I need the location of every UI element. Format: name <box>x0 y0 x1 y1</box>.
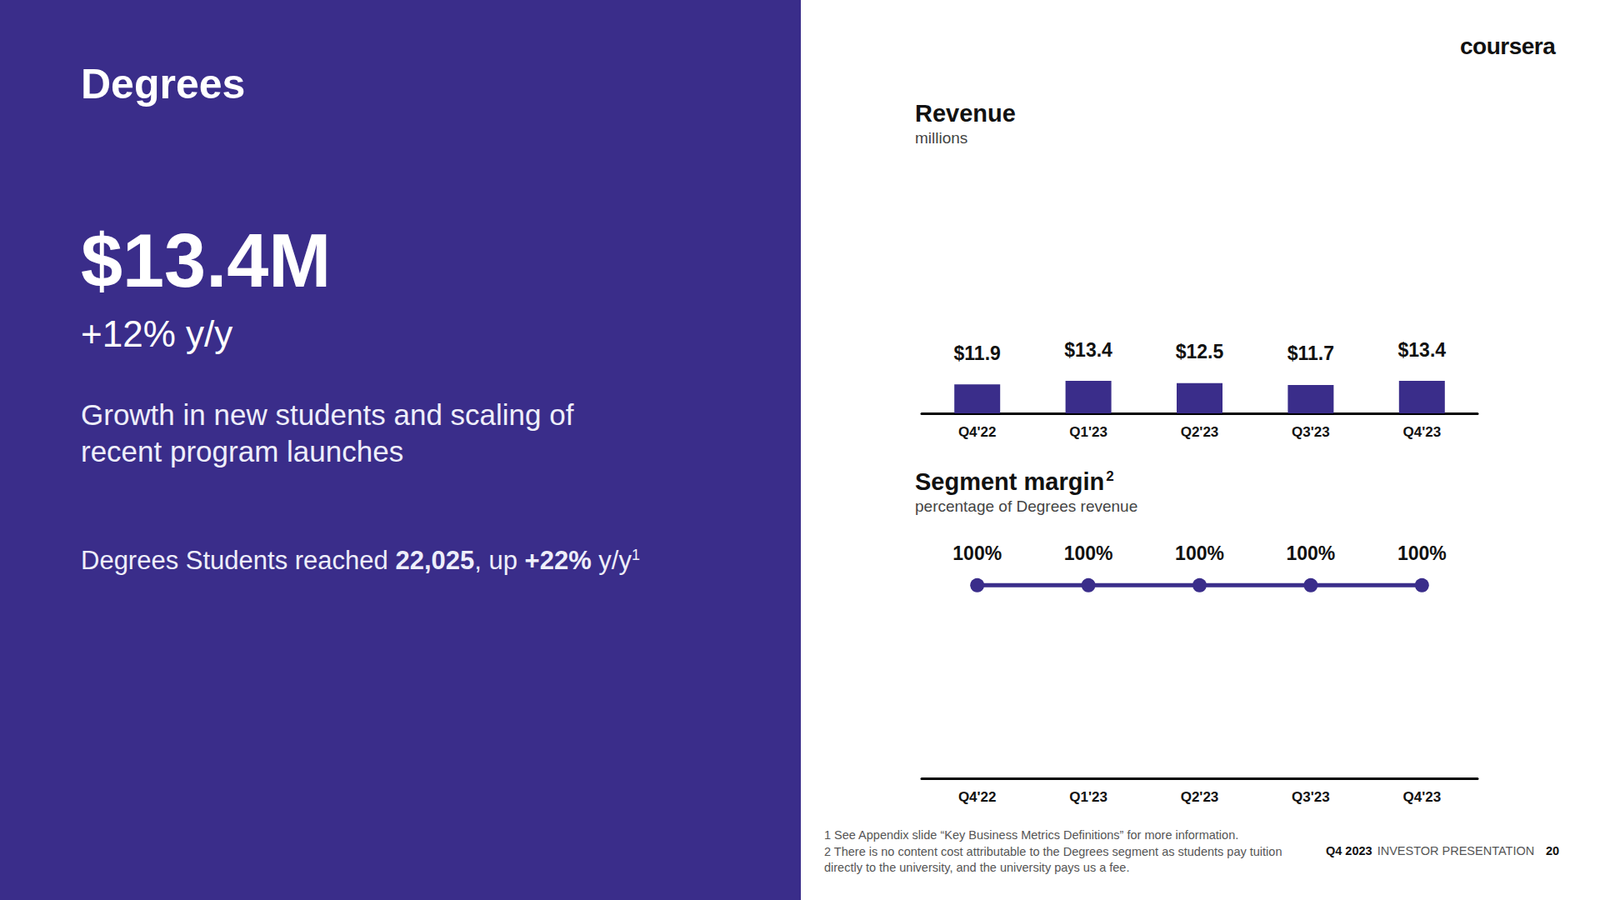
svg-text:100%: 100% <box>1397 542 1447 565</box>
svg-text:Revenue: Revenue <box>915 100 1016 127</box>
html-text:Q4 2023 INVESTOR PRESENTATION: Q4 2023 INVESTOR PRESENTATION <box>1325 844 1535 858</box>
svg-text:2: 2 <box>1105 468 1114 485</box>
svg-text:100%: 100% <box>1285 542 1335 565</box>
svg-text:100%: 100% <box>952 542 1002 565</box>
svg-text:Q4'23: Q4'23 <box>1402 424 1441 440</box>
svg-text:millions: millions <box>915 129 968 147</box>
svg-text:Q2'23: Q2'23 <box>1180 424 1220 440</box>
html-text:$13.4M: $13.4M <box>80 219 331 303</box>
html-text:Growth in new students and sca: Growth in new students and scaling of <box>80 398 574 431</box>
svg-text:$11.7: $11.7 <box>1287 342 1335 365</box>
svg-text:Q4'23: Q4'23 <box>1402 789 1441 805</box>
svg-text:100%: 100% <box>1175 542 1225 565</box>
svg-text:Q3'23: Q3'23 <box>1291 424 1330 440</box>
html-text:directly to the university, an: directly to the university, and the univ… <box>824 860 1130 875</box>
svg-text:$13.4: $13.4 <box>1064 339 1113 361</box>
html-text:coursera: coursera <box>1460 33 1556 60</box>
svg-text:Q3'23: Q3'23 <box>1291 789 1330 805</box>
html-text:+12% y/y: +12% y/y <box>80 313 233 355</box>
html-text:20: 20 <box>1545 844 1560 858</box>
svg-text:Q1'23: Q1'23 <box>1069 789 1108 805</box>
html-text:Degrees Students reached 22,02: Degrees Students reached 22,025, up +22%… <box>80 545 640 575</box>
html-text:recent program launches: recent program launches <box>80 435 404 468</box>
html-text:1 See Appendix slide “Key Busi: 1 See Appendix slide “Key Business Metri… <box>824 828 1239 842</box>
svg-text:Q1'23: Q1'23 <box>1069 424 1108 440</box>
svg-text:100%: 100% <box>1064 542 1114 565</box>
svg-text:$12.5: $12.5 <box>1175 340 1225 363</box>
html-text:2 There is no content cost att: 2 There is no content cost attributable … <box>824 844 1283 858</box>
svg-text:percentage of Degrees revenue: percentage of Degrees revenue <box>915 497 1138 515</box>
svg-text:Q4'22: Q4'22 <box>958 789 997 805</box>
svg-text:Segment margin: Segment margin <box>915 468 1105 495</box>
svg-text:Q2'23: Q2'23 <box>1180 789 1220 805</box>
svg-text:$13.4: $13.4 <box>1398 339 1447 361</box>
html-text:Degrees: Degrees <box>80 60 246 108</box>
svg-text:Q4'22: Q4'22 <box>958 424 997 440</box>
svg-text:$11.9: $11.9 <box>954 342 1001 365</box>
